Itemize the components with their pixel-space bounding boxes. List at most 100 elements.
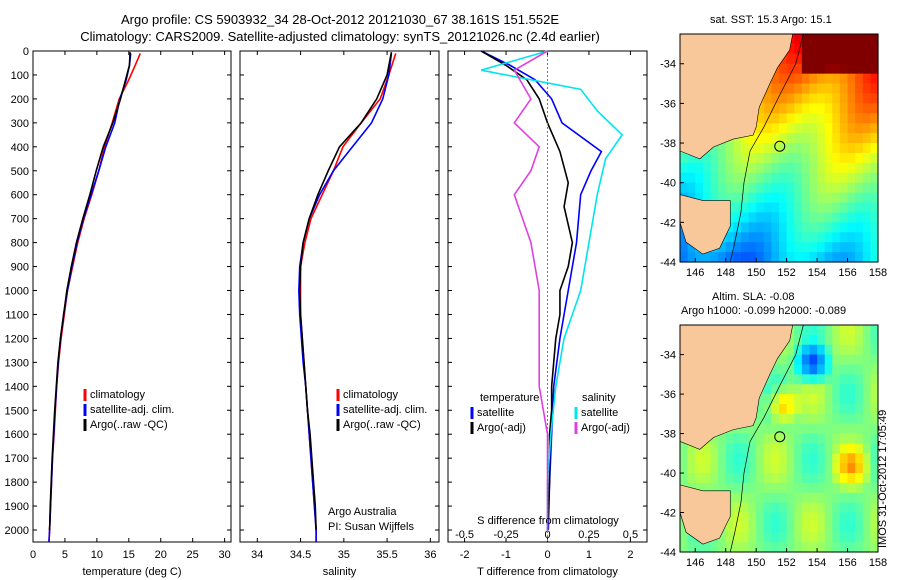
map-cell <box>779 463 788 474</box>
map-cell <box>809 354 818 366</box>
map-cell <box>847 443 856 454</box>
map-cell <box>794 453 803 464</box>
map-cell <box>824 542 833 553</box>
map-cell <box>680 443 689 454</box>
map-cell <box>680 463 689 474</box>
map-cell <box>809 502 818 514</box>
map-cell <box>855 103 864 114</box>
map-cell <box>824 143 833 154</box>
map-cell <box>832 492 841 504</box>
legend-label: climatology <box>343 389 399 401</box>
map-x-tick-label: 150 <box>747 557 765 569</box>
map-cell <box>748 232 757 243</box>
map-cell <box>862 113 871 124</box>
map-cell <box>748 133 757 144</box>
y-tick-label: 900 <box>11 262 29 274</box>
map-cell <box>809 394 818 405</box>
map-cell <box>801 453 811 464</box>
map-cell <box>847 384 856 395</box>
map-cell <box>702 152 712 164</box>
map-cell <box>855 222 864 233</box>
map-cell <box>718 143 727 154</box>
map-cell <box>680 252 689 263</box>
map-cell <box>847 103 856 114</box>
x-tick-label: 30 <box>218 549 230 561</box>
map-cell <box>862 172 871 184</box>
map-cell <box>748 182 757 194</box>
map-cell <box>801 53 811 65</box>
map-cell <box>847 152 856 164</box>
legend-label: Argo(-adj) <box>477 422 526 434</box>
map-cell <box>756 172 765 184</box>
map-cell <box>702 473 712 484</box>
map-cell <box>794 473 803 484</box>
map-cell <box>839 374 849 385</box>
map-cell <box>824 532 833 543</box>
map-cell <box>801 43 811 55</box>
map-cell <box>786 492 795 504</box>
map-cell <box>839 453 849 464</box>
map-cell <box>870 34 879 45</box>
map-cell <box>786 63 795 75</box>
map-cell <box>794 103 803 114</box>
map-cell <box>725 172 734 184</box>
map-cell <box>809 482 818 494</box>
map-cell <box>801 502 811 514</box>
map-cell <box>862 83 871 95</box>
map-cell <box>756 152 765 164</box>
map-cell <box>756 473 765 484</box>
shelf-contour <box>729 324 804 553</box>
map-cell <box>786 113 795 124</box>
map-cell <box>809 162 818 174</box>
map-cell <box>809 212 818 223</box>
map-cell <box>786 172 795 184</box>
map-cell <box>740 502 750 514</box>
map-cell <box>710 192 719 204</box>
map-cell <box>870 152 879 164</box>
map-cell <box>756 252 765 263</box>
map-cell <box>748 542 757 553</box>
map-cell <box>817 394 826 405</box>
map-cell <box>786 83 795 95</box>
map-cell <box>832 532 841 543</box>
map-cell <box>763 453 772 464</box>
map-cell <box>771 512 780 523</box>
map-cell <box>855 374 864 385</box>
map-cell <box>695 482 704 494</box>
y-tick-label: 1900 <box>5 501 29 513</box>
map-cell <box>794 232 803 243</box>
map-cell <box>847 413 856 425</box>
map-cell <box>847 394 856 405</box>
map-cell <box>817 473 826 484</box>
map-cell <box>855 532 864 543</box>
x-tick-label: 20 <box>155 549 167 561</box>
map-cell <box>847 83 856 95</box>
y-tick-label: 600 <box>11 190 29 202</box>
map-cell <box>839 492 849 504</box>
map-cell <box>779 433 788 445</box>
map-cell <box>710 453 719 464</box>
map-cell <box>718 252 727 263</box>
map-cell <box>862 463 871 474</box>
map-cell <box>786 143 795 154</box>
map-cell <box>817 103 826 114</box>
map-cell <box>786 542 795 553</box>
map-cell <box>817 73 826 85</box>
map-cell <box>756 433 765 445</box>
map-cell <box>786 473 795 484</box>
map-cell <box>870 492 879 504</box>
map-cell <box>740 182 750 194</box>
map-cell <box>801 113 811 124</box>
map-cell <box>756 542 765 553</box>
map-cell <box>870 542 879 553</box>
map-cell <box>733 522 742 533</box>
map-cell <box>824 334 833 346</box>
map-cell <box>794 354 803 366</box>
map-cell <box>847 473 856 484</box>
map-cell <box>855 364 864 375</box>
map-cell <box>680 453 689 464</box>
map-cell <box>740 433 750 445</box>
map-cell <box>763 522 772 533</box>
map-cell <box>847 423 856 435</box>
map-cell <box>779 413 788 425</box>
